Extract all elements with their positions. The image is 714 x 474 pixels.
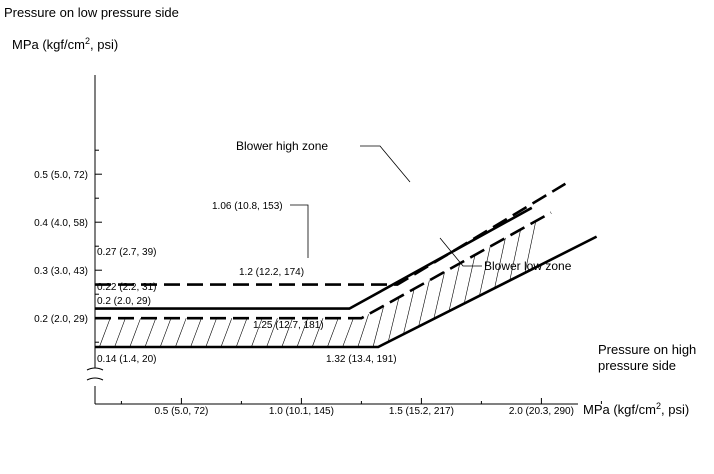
hatch-line bbox=[479, 246, 491, 296]
hatch-line bbox=[509, 229, 521, 281]
zone-label-high: Blower high zone bbox=[236, 139, 328, 153]
annotation-1-06: 1.06 (10.8, 153) bbox=[212, 201, 283, 212]
y-unit-prefix: MPa (kgf/cm bbox=[12, 37, 85, 52]
hatch-line bbox=[266, 318, 278, 348]
x-unit-suffix: , psi) bbox=[661, 402, 689, 417]
hatch-line bbox=[463, 254, 476, 304]
hatch-line bbox=[99, 318, 111, 348]
series-line-1 bbox=[95, 206, 533, 310]
hatch-line bbox=[205, 318, 217, 348]
hatch-line bbox=[387, 297, 400, 343]
hatch-line bbox=[175, 318, 187, 348]
hatched-region bbox=[99, 221, 537, 348]
hatch-line bbox=[251, 318, 263, 348]
y-tick-label-3: 0.5 (5.0, 72) bbox=[34, 170, 88, 181]
hatch-line bbox=[418, 280, 430, 327]
hatch-line bbox=[235, 318, 248, 348]
annotation-1-32: 1.32 (13.4, 191) bbox=[326, 354, 397, 365]
annotation-0-22: 0.22 (2.2, 31) bbox=[97, 282, 156, 293]
hatch-line bbox=[220, 318, 233, 348]
y-tick-label-1: 0.3 (3.0, 43) bbox=[34, 266, 88, 277]
hatch-line bbox=[159, 318, 172, 348]
hatch-line bbox=[114, 318, 126, 348]
hatch-line bbox=[357, 314, 369, 348]
annotation-0-14: 0.14 (1.4, 20) bbox=[97, 354, 156, 365]
x-unit-superscript: 2 bbox=[656, 401, 661, 411]
hatch-line bbox=[190, 318, 202, 348]
annotation-0-27: 0.27 (2.7, 39) bbox=[97, 247, 156, 258]
axis-ticks: 0.5 (5.0, 72) 1.0 (10.1, 145) 1.5 (15.2, 2… bbox=[34, 149, 602, 417]
x-tick-label-3: 2.0 (20.3, 290) bbox=[509, 406, 574, 417]
y-unit-suffix: , psi) bbox=[90, 37, 118, 52]
hatch-line bbox=[494, 237, 506, 289]
annotation-0-2: 0.2 (2.0, 29) bbox=[97, 296, 151, 307]
hatch-line bbox=[281, 318, 293, 348]
series-line-2 bbox=[95, 211, 552, 320]
x-unit-prefix: MPa (kgf/cm bbox=[583, 402, 656, 417]
x-tick-label-1: 1.0 (10.1, 145) bbox=[269, 406, 334, 417]
annotation-1-25: 1.25 (12.7, 181) bbox=[253, 320, 324, 331]
zone-low-leader bbox=[439, 237, 482, 267]
annotation-1-2: 1.2 (12.2, 174) bbox=[239, 267, 304, 278]
series-line-0 bbox=[95, 182, 567, 286]
hatch-line bbox=[433, 271, 445, 319]
y-axis-title: Pressure on low pressure side bbox=[4, 5, 179, 20]
x-axis-title-line2: pressure side bbox=[598, 358, 676, 373]
hatch-line bbox=[327, 318, 339, 348]
zone-label-low: Blower low zone bbox=[484, 259, 572, 273]
zone-high-leader bbox=[360, 145, 411, 183]
x-axis-unit: MPa (kgf/cm2, psi) bbox=[583, 401, 689, 417]
x-tick-label-2: 1.5 (15.2, 217) bbox=[389, 406, 454, 417]
x-axis-title-line1: Pressure on high bbox=[598, 342, 696, 357]
hatch-line bbox=[144, 318, 157, 348]
hatch-line bbox=[524, 221, 537, 273]
y-axis-break bbox=[86, 367, 104, 381]
hatch-line bbox=[342, 318, 354, 348]
hatch-line bbox=[296, 318, 309, 348]
annotation-1-06-leader bbox=[290, 204, 309, 258]
x-tick-label-0: 0.5 (5.0, 72) bbox=[154, 406, 208, 417]
y-tick-label-2: 0.4 (4.0, 58) bbox=[34, 218, 88, 229]
hatch-line bbox=[448, 263, 461, 312]
y-tick-label-0: 0.2 (2.0, 29) bbox=[34, 314, 88, 325]
series-lines bbox=[95, 182, 598, 349]
hatch-line bbox=[403, 288, 415, 335]
hatch-line bbox=[372, 305, 385, 348]
y-unit-superscript: 2 bbox=[85, 36, 90, 46]
y-axis-unit: MPa (kgf/cm2, psi) bbox=[12, 36, 118, 52]
series-line-3 bbox=[95, 235, 598, 349]
hatch-line bbox=[129, 318, 141, 348]
hatch-line bbox=[311, 318, 324, 348]
